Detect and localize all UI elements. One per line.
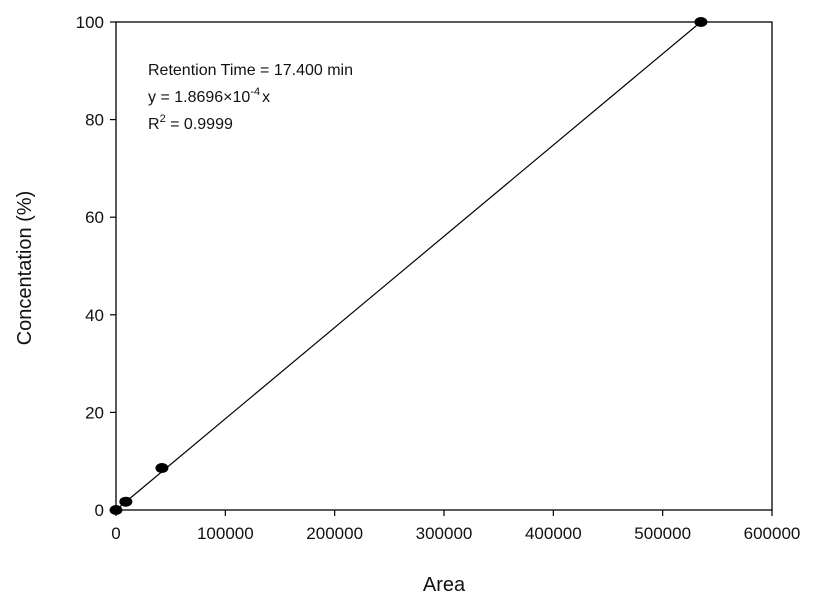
fit-line (115, 21, 702, 511)
annotation-equation: y = 1.8696×10-4 x (148, 86, 270, 106)
y-tick-label: 100 (76, 13, 104, 32)
x-axis: 0 100000 200000 300000 400000 500000 600000 (111, 510, 800, 543)
data-point (109, 505, 123, 515)
annotation-block: Retention Time = 17.400 min y = 1.8696×1… (148, 62, 353, 133)
x-tick-label: 300000 (416, 524, 473, 543)
y-tick-label: 20 (85, 403, 104, 422)
data-point (694, 17, 708, 27)
x-tick-label: 0 (111, 524, 120, 543)
data-point (155, 463, 169, 474)
data-point (119, 496, 133, 507)
regression-line (115, 21, 702, 511)
x-tick-label: 600000 (744, 524, 801, 543)
data-points (109, 17, 708, 515)
x-tick-label: 200000 (306, 524, 363, 543)
y-axis-title: Concentation (%) (14, 191, 36, 346)
x-axis-title: Area (423, 574, 466, 596)
y-tick-label: 80 (85, 111, 104, 130)
annotation-r-squared: R2 = 0.9999 (148, 113, 233, 133)
y-tick-label: 0 (95, 501, 104, 520)
y-axis: 0 20 40 60 80 100 (76, 13, 116, 520)
y-tick-label: 40 (85, 306, 104, 325)
x-tick-label: 500000 (634, 524, 691, 543)
x-tick-label: 400000 (525, 524, 582, 543)
annotation-retention-time: Retention Time = 17.400 min (148, 62, 353, 79)
y-tick-label: 60 (85, 208, 104, 227)
x-tick-label: 100000 (197, 524, 254, 543)
